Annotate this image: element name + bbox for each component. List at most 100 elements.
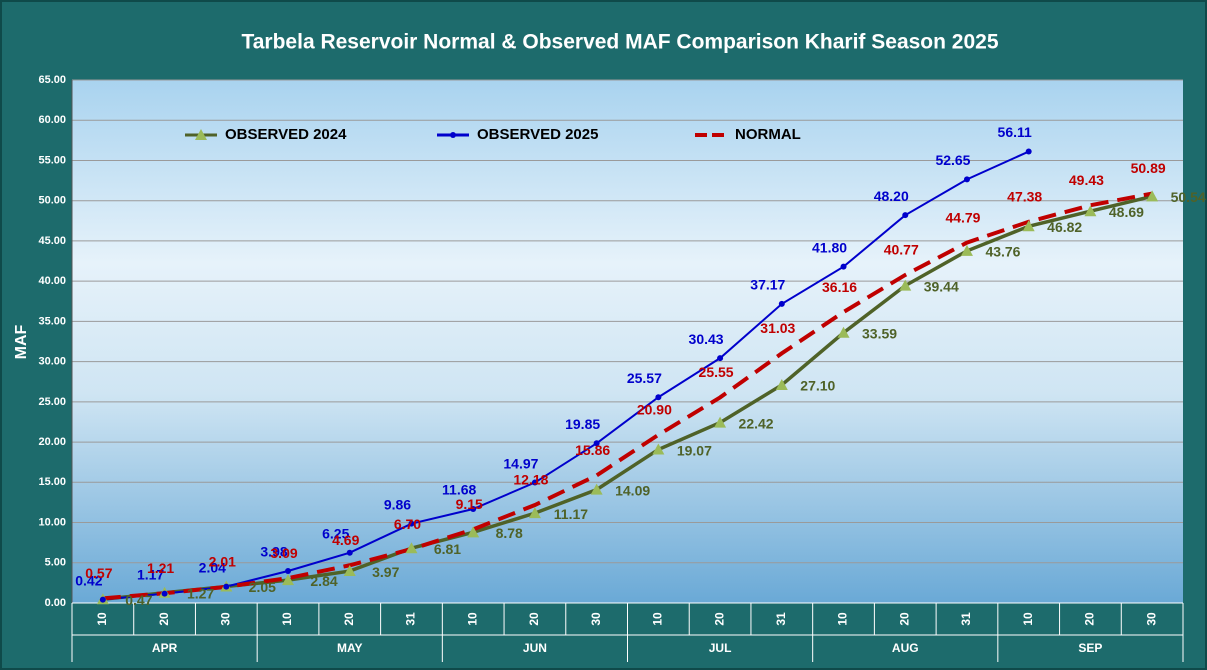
legend-marker bbox=[450, 132, 456, 138]
data-label: 6.81 bbox=[434, 541, 461, 557]
marker bbox=[775, 378, 788, 390]
data-label: 14.97 bbox=[503, 455, 538, 471]
x-tick-label: 31 bbox=[959, 612, 973, 626]
x-tick-label: 10 bbox=[1021, 612, 1035, 626]
marker bbox=[405, 542, 418, 554]
y-tick-label: 0.00 bbox=[45, 597, 66, 609]
y-tick-label: 5.00 bbox=[45, 557, 66, 569]
marker bbox=[531, 479, 538, 486]
data-label: 36.16 bbox=[822, 279, 857, 295]
data-label: 0.47 bbox=[125, 592, 152, 608]
data-label: 12.18 bbox=[513, 472, 548, 488]
y-tick-label: 60.00 bbox=[38, 114, 66, 126]
y-tick-label: 25.00 bbox=[38, 396, 66, 408]
data-label: 25.55 bbox=[699, 364, 734, 380]
marker bbox=[840, 263, 847, 270]
x-tick-label: 31 bbox=[774, 612, 788, 626]
data-label: 2.04 bbox=[199, 559, 226, 575]
x-tick-label: 10 bbox=[280, 612, 294, 626]
y-tick-label: 40.00 bbox=[38, 275, 66, 287]
x-tick-label: 30 bbox=[218, 612, 232, 626]
group-label: AUG bbox=[892, 641, 919, 655]
data-label: 39.44 bbox=[924, 278, 959, 294]
series-line bbox=[102, 191, 1153, 601]
data-label: 30.43 bbox=[689, 331, 724, 347]
y-tick-label: 50.00 bbox=[38, 195, 66, 207]
x-tick-label: 20 bbox=[1083, 612, 1097, 626]
data-label: 6.25 bbox=[322, 525, 349, 541]
marker bbox=[467, 526, 480, 538]
data-label: 56.11 bbox=[998, 124, 1032, 140]
group-label: JUN bbox=[523, 641, 547, 655]
plot-area bbox=[72, 80, 1183, 603]
y-tick-label: 10.00 bbox=[38, 516, 66, 528]
data-label: 25.57 bbox=[627, 370, 662, 386]
data-label: 49.43 bbox=[1069, 172, 1104, 188]
marker bbox=[899, 279, 912, 291]
y-tick-label: 30.00 bbox=[38, 356, 66, 368]
marker bbox=[1146, 190, 1159, 202]
data-label: 9.15 bbox=[456, 496, 483, 512]
x-tick-label: 10 bbox=[651, 612, 665, 626]
data-label: 20.90 bbox=[637, 402, 672, 418]
data-label: 15.86 bbox=[575, 442, 610, 458]
data-label: 11.68 bbox=[442, 482, 476, 498]
marker bbox=[590, 483, 603, 495]
legend-label: OBSERVED 2024 bbox=[225, 126, 347, 143]
x-tick-label: 30 bbox=[589, 612, 603, 626]
x-tick-label: 10 bbox=[836, 612, 850, 626]
data-label: 47.38 bbox=[1007, 188, 1042, 204]
marker bbox=[346, 549, 353, 556]
marker bbox=[1084, 205, 1097, 217]
data-label: 19.85 bbox=[565, 416, 600, 432]
y-tick-label: 35.00 bbox=[38, 315, 66, 327]
chart-title: Tarbela Reservoir Normal & Observed MAF … bbox=[241, 31, 998, 54]
marker bbox=[343, 565, 356, 577]
marker bbox=[778, 300, 785, 307]
data-label: 27.10 bbox=[800, 378, 835, 394]
data-label: 43.76 bbox=[985, 244, 1020, 260]
x-tick-label: 10 bbox=[95, 612, 109, 626]
group-label: APR bbox=[152, 641, 178, 655]
x-tick-label: 10 bbox=[465, 612, 479, 626]
data-label: 37.17 bbox=[750, 277, 785, 293]
data-label: 1.21 bbox=[147, 560, 174, 576]
data-label: 14.09 bbox=[615, 482, 650, 498]
x-tick-label: 20 bbox=[342, 612, 356, 626]
legend-label: OBSERVED 2025 bbox=[477, 126, 598, 143]
data-label: 3.98 bbox=[260, 544, 287, 560]
data-label: 9.86 bbox=[384, 496, 411, 512]
data-label: 40.77 bbox=[884, 242, 919, 258]
x-tick-label: 31 bbox=[404, 612, 418, 626]
data-label: 3.09 bbox=[270, 545, 297, 561]
data-label: 4.69 bbox=[332, 532, 359, 548]
x-tick-label: 20 bbox=[897, 612, 911, 626]
x-tick-label: 20 bbox=[527, 612, 541, 626]
marker bbox=[161, 590, 168, 597]
marker bbox=[99, 596, 106, 603]
marker bbox=[714, 416, 727, 428]
data-label: 33.59 bbox=[862, 325, 897, 341]
data-label: 31.03 bbox=[760, 320, 795, 336]
marker bbox=[1025, 148, 1032, 155]
marker bbox=[655, 394, 662, 401]
marker bbox=[285, 567, 292, 574]
data-label: 1.17 bbox=[137, 566, 164, 582]
data-label: 11.17 bbox=[554, 506, 588, 522]
marker bbox=[593, 440, 600, 447]
data-label: 2.84 bbox=[310, 573, 337, 589]
data-label: 8.78 bbox=[496, 525, 523, 541]
legend-label: NORMAL bbox=[735, 126, 801, 143]
y-tick-label: 20.00 bbox=[38, 436, 66, 448]
y-tick-label: 45.00 bbox=[38, 235, 66, 247]
data-label: 2.01 bbox=[209, 554, 236, 570]
data-label: 41.80 bbox=[812, 239, 847, 255]
data-label: 3.97 bbox=[372, 564, 399, 580]
data-label: 52.65 bbox=[935, 152, 970, 168]
data-label: 48.20 bbox=[874, 188, 909, 204]
marker bbox=[960, 244, 973, 256]
data-label: 0.57 bbox=[85, 565, 112, 581]
data-label: 6.70 bbox=[394, 516, 421, 532]
marker bbox=[223, 583, 230, 590]
